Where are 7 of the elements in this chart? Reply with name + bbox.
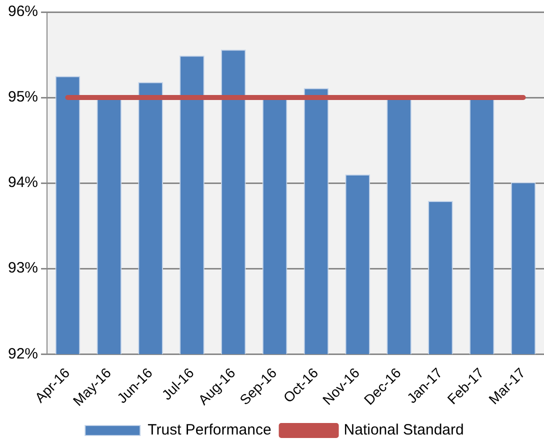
- y-tick-label: 95%: [8, 88, 38, 106]
- y-tick-label: 94%: [8, 174, 38, 192]
- y-tick-label: 92%: [8, 345, 38, 362]
- y-tick-label: 96%: [8, 3, 38, 20]
- legend-label: National Standard: [344, 422, 464, 439]
- y-tick-label: 93%: [8, 260, 38, 277]
- legend-label: Trust Performance: [148, 422, 272, 439]
